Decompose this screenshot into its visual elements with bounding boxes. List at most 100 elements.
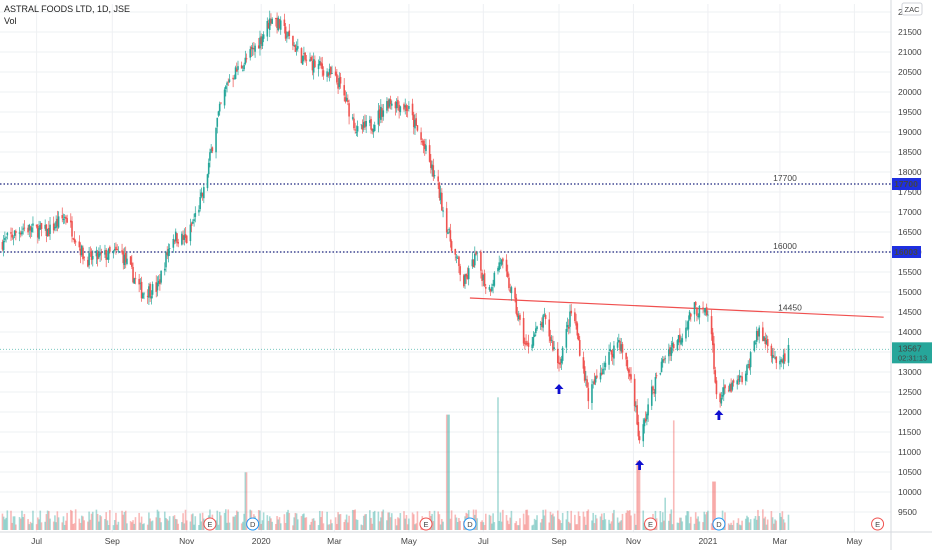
candle-body: [107, 248, 110, 260]
chart-title: ASTRAL FOODS LTD, 1D, JSE: [4, 4, 130, 14]
candle-body: [21, 231, 23, 235]
volume-bar: [151, 520, 154, 530]
price-tick-label: 12500: [898, 387, 922, 397]
volume-bar: [610, 521, 613, 530]
candle-body: [738, 375, 741, 382]
candle-body: [411, 103, 414, 116]
candle-body: [660, 361, 663, 373]
volume-bar: [300, 516, 303, 530]
volume-bar: [351, 509, 354, 530]
candle-body: [439, 192, 442, 201]
volume-bar: [267, 520, 270, 530]
candle-body: [655, 375, 658, 377]
candle-body: [488, 287, 491, 290]
candle-body: [12, 237, 15, 239]
volume-bar: [71, 510, 73, 530]
candle-body: [223, 89, 226, 106]
volume-bar: [334, 517, 337, 530]
candle-body: [596, 375, 598, 378]
candle-body: [220, 102, 222, 104]
volume-bar: [18, 517, 21, 530]
volume-bar: [388, 512, 391, 530]
candle-body: [463, 275, 465, 287]
volume-bar: [275, 523, 277, 530]
candle-body: [775, 356, 778, 363]
volume-bar: [288, 512, 291, 530]
volume-bar: [642, 510, 645, 530]
candle-body: [105, 249, 107, 260]
trendline-group[interactable]: 14450: [469, 297, 884, 318]
volume-bar: [633, 513, 636, 530]
candle-body: [611, 354, 614, 358]
volume-bar: [218, 511, 221, 530]
candle-body: [493, 272, 496, 286]
candle-body: [46, 228, 49, 237]
candle-body: [397, 99, 399, 105]
candle-body: [355, 132, 358, 133]
volume-bar: [517, 525, 520, 530]
candle-body: [553, 347, 555, 350]
time-axis[interactable]: Jul Sep Nov 2020 Mar May Jul Sep Nov 2021 Mar May: [31, 536, 863, 546]
volume-bar: [321, 511, 324, 530]
volume-bar: [354, 509, 356, 530]
candle-body: [373, 124, 376, 131]
candle-body: [244, 57, 247, 64]
volume-bar: [515, 521, 518, 530]
horizontal-levels[interactable]: 17700 16000: [0, 173, 891, 350]
candle-body: [633, 378, 636, 407]
candle-body: [234, 67, 237, 79]
candle-body: [637, 422, 640, 437]
candle-body: [508, 277, 510, 289]
volume-bar: [99, 515, 101, 530]
volume-bar: [445, 414, 448, 530]
volume-bar: [399, 513, 402, 530]
trendline: [469, 297, 884, 318]
volume-bar: [481, 520, 483, 530]
volume-bar: [184, 509, 187, 530]
candle-body: [99, 252, 101, 256]
volume-bar: [189, 521, 192, 530]
candle-body: [650, 386, 653, 406]
candle-body: [251, 47, 254, 49]
volume-bar: [638, 460, 641, 530]
candle-body: [535, 328, 537, 334]
candle-body: [552, 341, 554, 351]
volume-bar: [549, 511, 552, 530]
volume-bar: [736, 522, 739, 530]
volume-bar: [746, 515, 748, 530]
candle-body: [543, 314, 546, 316]
volume-bar: [693, 523, 696, 530]
candle-body: [613, 345, 615, 359]
candle-body: [482, 274, 485, 280]
candle-body: [279, 20, 282, 30]
volume-bar: [442, 521, 444, 530]
volume-bar: [762, 509, 764, 530]
candle-body: [353, 118, 355, 129]
volume-bar: [73, 523, 76, 530]
candle-body: [377, 110, 380, 125]
candle-body: [345, 97, 348, 101]
candle-body: [447, 232, 449, 234]
volume-bar: [447, 414, 449, 530]
currency-button[interactable]: [901, 2, 923, 16]
candle-body: [510, 287, 513, 294]
candle-body: [432, 165, 435, 177]
volume-bar: [66, 512, 68, 530]
candle-body: [740, 376, 742, 378]
event-marker-letter: E: [423, 520, 428, 529]
price-tick-label: 18500: [898, 147, 922, 157]
candle-body: [642, 424, 645, 442]
volume-bar: [705, 512, 708, 530]
candle-body: [387, 101, 389, 109]
candle-body: [456, 258, 459, 259]
candle-body: [242, 69, 244, 71]
price-axis[interactable]: 9500 10000 10500 11000 11500 12000 12500 13000 1…: [898, 7, 922, 517]
volume-bar: [782, 519, 785, 530]
arrow-annotations[interactable]: [554, 384, 724, 470]
candle-body: [465, 273, 468, 277]
volume-bar: [49, 518, 51, 530]
candle-body: [741, 376, 743, 383]
